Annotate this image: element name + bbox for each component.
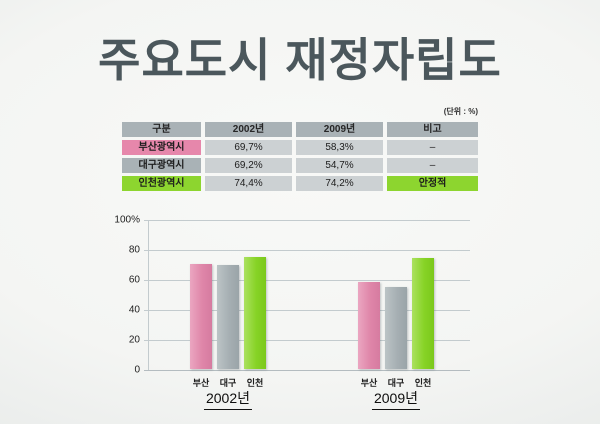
- table-row-busan-2002: 69,7%: [205, 140, 292, 155]
- table-row-daegu-name: 대구광역시: [122, 158, 201, 173]
- bar-2002-busan: [190, 264, 212, 369]
- table-row-daegu-2002: 69,2%: [205, 158, 292, 173]
- finance-table: 구분 2002년 2009년 비고 부산광역시 69,7% 58,3% – 대구…: [122, 122, 478, 191]
- group-label-2002: 2002년: [203, 388, 253, 410]
- xlabel-2009-busan: 부산: [360, 378, 378, 388]
- bar-2002-incheon: [244, 257, 266, 369]
- y-axis-line: [148, 220, 149, 370]
- table-header-2009: 2009년: [296, 122, 383, 137]
- xlabel-2009-incheon: 인천: [414, 378, 432, 388]
- table-row-incheon-note: 안정적: [387, 176, 478, 191]
- table-header-note: 비고: [387, 122, 478, 137]
- table-row-busan-note: –: [387, 140, 478, 155]
- x-axis-line: [144, 370, 470, 371]
- table-header-category: 구분: [122, 122, 201, 137]
- ytick-0: 0: [134, 364, 140, 376]
- gridline-60: [144, 280, 470, 281]
- table-row-busan-name: 부산광역시: [122, 140, 201, 155]
- ytick-20: 20: [128, 334, 140, 346]
- gridline-80: [144, 250, 470, 251]
- gridline-20: [144, 340, 470, 341]
- xlabel-2002-busan: 부산: [192, 378, 210, 388]
- gridline-100: [144, 220, 470, 221]
- gridline-40: [144, 310, 470, 311]
- ytick-40: 40: [128, 304, 140, 316]
- table-header-2002: 2002년: [205, 122, 292, 137]
- table-row-daegu-note: –: [387, 158, 478, 173]
- bar-2002-daegu: [217, 265, 239, 369]
- table-row-incheon-name: 인천광역시: [122, 176, 201, 191]
- bar-2009-daegu: [385, 286, 407, 369]
- table-row-daegu-2009: 54,7%: [296, 158, 383, 173]
- bar-2009-busan: [358, 281, 380, 369]
- bar-chart: 100% 80 60 40 20 0 부산 대구 인천 2002년 부산 대구 …: [114, 215, 470, 410]
- ytick-100: 100%: [114, 214, 140, 226]
- xlabel-2002-daegu: 대구: [219, 378, 237, 388]
- ytick-60: 60: [128, 274, 140, 286]
- page-title: 주요도시 재정자립도: [98, 34, 502, 86]
- table-row-incheon-2002: 74,4%: [205, 176, 292, 191]
- table-row-incheon-2009: 74,2%: [296, 176, 383, 191]
- xlabel-2002-incheon: 인천: [246, 378, 264, 388]
- group-label-2009: 2009년: [371, 388, 421, 410]
- bar-2009-incheon: [412, 257, 434, 369]
- xlabel-2009-daegu: 대구: [387, 378, 405, 388]
- table-row-busan-2009: 58,3%: [296, 140, 383, 155]
- unit-label: (단위 : %): [443, 107, 478, 116]
- ytick-80: 80: [128, 244, 140, 256]
